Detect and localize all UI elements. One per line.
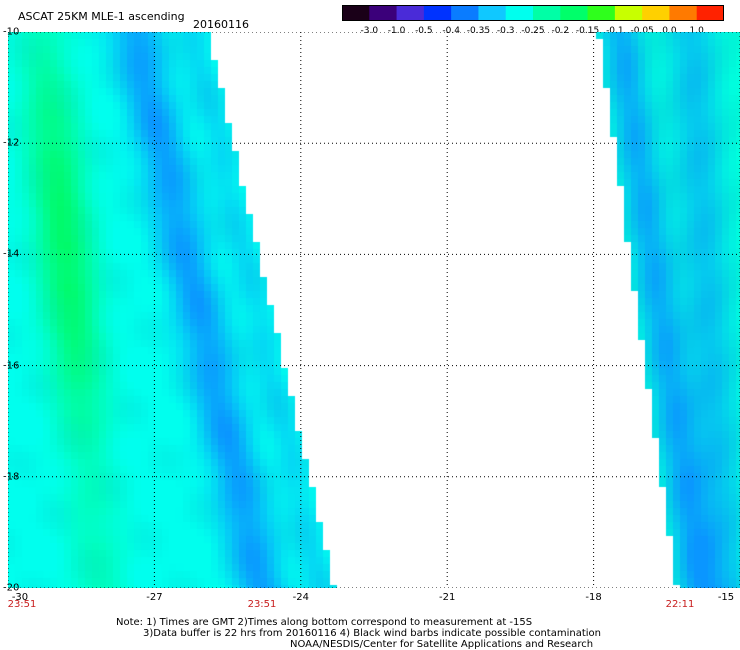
colorbar <box>342 5 724 21</box>
colorbar-swatch <box>505 5 534 21</box>
colorbar-swatch <box>533 5 561 21</box>
colorbar-swatch <box>478 5 507 21</box>
colorbar-label: 1.0 <box>689 26 704 36</box>
colorbar-swatch <box>642 5 671 21</box>
colorbar-label: -0.35 <box>466 26 491 36</box>
note-line-3: NOAA/NESDIS/Center for Satellite Applica… <box>290 639 594 650</box>
colorbar-label: -0.1 <box>606 26 624 36</box>
note-line-2: 3)Data buffer is 22 hrs from 20160116 4)… <box>143 628 601 639</box>
x-tick-label: -15 <box>717 592 735 603</box>
colorbar-label: -0.4 <box>442 26 460 36</box>
colorbar-label: 0.0 <box>662 26 677 36</box>
x-tick-label: -21 <box>439 592 456 603</box>
y-tick-label: -20 <box>3 582 20 594</box>
map-title: ASCAT 25KM MLE-1 ascending <box>18 10 185 23</box>
colorbar-swatch <box>669 5 698 21</box>
colorbar-label: -0.3 <box>496 26 515 36</box>
y-tick-label: -18 <box>3 471 20 483</box>
note-line-1: Note: 1) Times are GMT 2)Times along bot… <box>116 617 533 628</box>
pass-time-label: 23:51 <box>7 599 37 610</box>
colorbar-label: -0.15 <box>575 26 600 36</box>
colorbar-swatch <box>560 5 589 21</box>
y-tick-label: -14 <box>3 248 20 260</box>
y-tick-label: -10 <box>3 26 20 38</box>
colorbar-swatch <box>587 5 616 21</box>
map-date: 20160116 <box>193 18 249 31</box>
colorbar-swatch <box>396 5 425 21</box>
x-tick-label: -30 <box>11 592 29 603</box>
colorbar-swatch <box>342 5 370 21</box>
colorbar-label: -0.2 <box>551 26 570 36</box>
colorbar-swatch <box>614 5 643 21</box>
x-tick-label: -24 <box>292 592 309 603</box>
colorbar-label: -0.5 <box>415 26 433 36</box>
wind-heatmap <box>8 32 740 588</box>
x-tick-label: -27 <box>146 592 163 603</box>
colorbar-label: -0.05 <box>630 26 654 36</box>
colorbar-swatch <box>451 5 480 21</box>
lat-lon-grid <box>8 32 740 588</box>
y-tick-label: -16 <box>3 360 20 372</box>
y-tick-label: -12 <box>3 137 20 149</box>
colorbar-label: -1.0 <box>387 26 406 36</box>
x-tick-label: -18 <box>585 592 602 603</box>
map-plot-area <box>8 32 740 588</box>
colorbar-label: -0.25 <box>521 26 545 36</box>
colorbar-label: -3.0 <box>360 26 379 36</box>
pass-time-label: 23:51 <box>247 599 277 610</box>
colorbar-swatch <box>369 5 398 21</box>
colorbar-swatch <box>423 5 452 21</box>
colorbar-swatch <box>696 5 724 21</box>
pass-time-label: 22:11 <box>665 599 695 610</box>
